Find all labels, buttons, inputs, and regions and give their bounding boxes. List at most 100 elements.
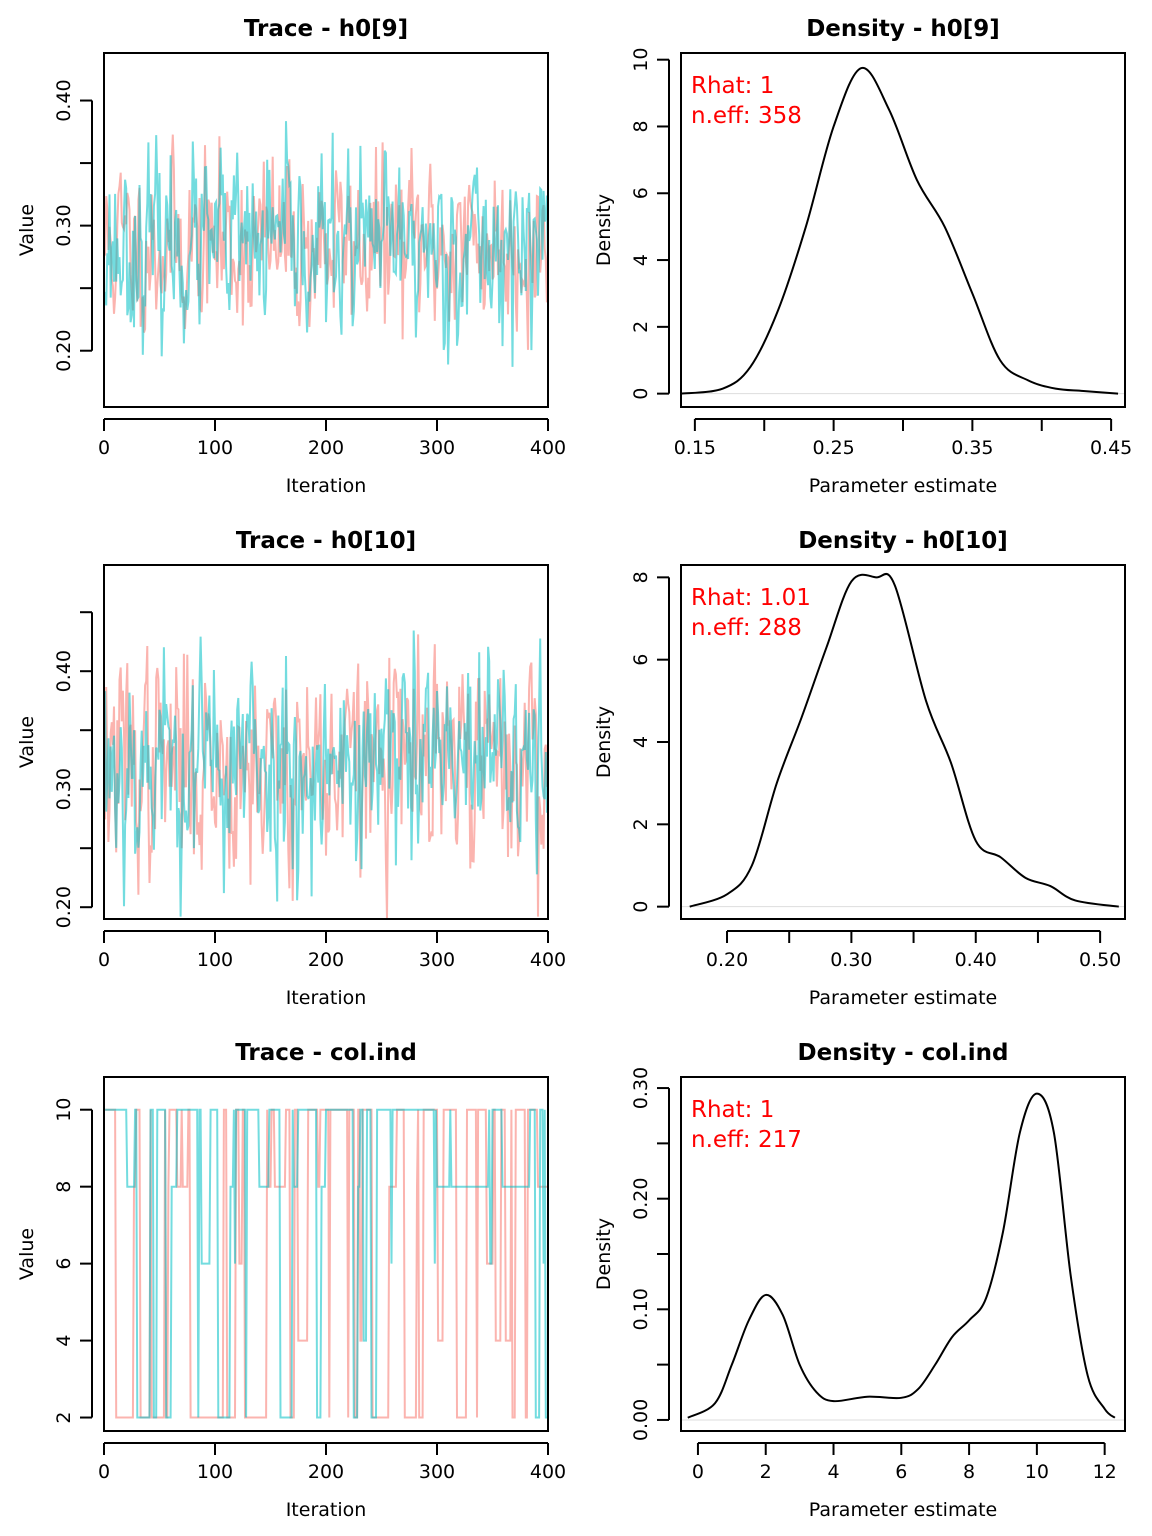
x-tick-label: 10 — [1025, 1461, 1049, 1483]
trace-panel: Trace - h0[9] Iteration Value 0 100 200 300 400… — [16, 16, 566, 497]
y-tick-label: 0.30 — [630, 1067, 652, 1109]
x-tick-label: 8 — [963, 1461, 975, 1483]
neff-label: n.eff: 288 — [691, 615, 802, 641]
panel-title: Density - h0[9] — [806, 16, 1000, 42]
x-tick-label: 200 — [308, 1461, 344, 1483]
trace-panel: Trace - col.ind Iteration Value 0 100 200 300 4… — [16, 1040, 566, 1521]
y-axis-label: Density — [593, 1218, 615, 1290]
y-tick-label: 8 — [630, 120, 652, 132]
y-tick-label: 2 — [630, 818, 652, 830]
x-tick-label: 0.45 — [1090, 437, 1132, 459]
y-tick-label: 0.40 — [53, 79, 75, 121]
y-tick-label: 0 — [630, 388, 652, 400]
y-tick-label: 0 — [630, 901, 652, 913]
panel-title: Trace - col.ind — [235, 1040, 417, 1066]
x-tick-label: 400 — [530, 437, 566, 459]
density-panel: Density - h0[10] Parameter estimate Densit… — [593, 528, 1126, 1009]
y-tick-label: 0.40 — [53, 650, 75, 692]
x-tick-label: 2 — [760, 1461, 772, 1483]
density-curve — [687, 1092, 1116, 1419]
x-tick-label: 12 — [1093, 1461, 1117, 1483]
trace-line-2 — [105, 1108, 548, 1419]
density-curve — [689, 573, 1119, 908]
x-tick-label: 0 — [692, 1461, 704, 1483]
x-tick-label: 4 — [827, 1461, 839, 1483]
rhat-label: Rhat: 1 — [691, 1097, 774, 1123]
y-tick-label: 6 — [630, 654, 652, 666]
x-axis-label: Parameter estimate — [809, 475, 998, 497]
x-tick-label: 6 — [895, 1461, 907, 1483]
y-tick-label: 2 — [53, 1411, 75, 1423]
density-curve — [680, 67, 1119, 395]
y-tick-label: 0.20 — [53, 886, 75, 928]
x-tick-label: 100 — [197, 949, 233, 971]
x-tick-label: 100 — [197, 437, 233, 459]
y-tick-label: 8 — [53, 1181, 75, 1193]
y-axis-label: Density — [593, 194, 615, 266]
y-axis-label: Value — [16, 204, 38, 256]
density-panel: Density - h0[9] Parameter estimate Density… — [593, 16, 1132, 497]
x-tick-label: 300 — [419, 949, 455, 971]
trace-panel: Trace - h0[10] Iteration Value 0 100 200 300 40… — [16, 528, 566, 1009]
plot-frame — [680, 1076, 1126, 1432]
x-tick-label: 0.40 — [955, 949, 997, 971]
x-axis-label: Parameter estimate — [809, 987, 998, 1009]
x-tick-label: 0.35 — [951, 437, 993, 459]
x-tick-label: 0.15 — [674, 437, 716, 459]
trace-line-1 — [104, 634, 549, 920]
x-tick-label: 300 — [419, 1461, 455, 1483]
y-tick-label: 4 — [630, 254, 652, 266]
y-axis-label: Value — [16, 716, 38, 768]
panel-title: Trace - h0[9] — [244, 16, 408, 42]
plot-frame — [103, 1076, 549, 1432]
x-tick-label: 0.30 — [830, 949, 872, 971]
y-tick-label: 4 — [630, 736, 652, 748]
x-axis-label: Iteration — [286, 987, 367, 1009]
x-tick-label: 0.20 — [706, 949, 748, 971]
panel-title: Density - h0[10] — [798, 528, 1008, 554]
plot-frame — [680, 52, 1126, 408]
density-panel: Density - col.ind Parameter estimate Densi… — [593, 1040, 1126, 1521]
x-tick-label: 400 — [530, 1461, 566, 1483]
x-tick-label: 0 — [98, 949, 110, 971]
x-tick-label: 100 — [197, 1461, 233, 1483]
y-tick-label: 6 — [630, 187, 652, 199]
trace-line-2 — [104, 121, 549, 367]
y-tick-label: 0.20 — [630, 1178, 652, 1220]
x-tick-label: 0.25 — [812, 437, 854, 459]
trace-line-2 — [104, 630, 549, 917]
y-tick-label: 4 — [53, 1335, 75, 1347]
x-axis-label: Parameter estimate — [809, 1499, 998, 1521]
x-axis-label: Iteration — [286, 1499, 367, 1521]
y-tick-label: 2 — [630, 321, 652, 333]
y-tick-label: 0.30 — [53, 204, 75, 246]
y-axis-label: Density — [593, 706, 615, 778]
x-tick-label: 200 — [308, 949, 344, 971]
plot-frame — [680, 564, 1126, 920]
x-tick-label: 200 — [308, 437, 344, 459]
neff-label: n.eff: 217 — [691, 1127, 802, 1153]
neff-label: n.eff: 358 — [691, 103, 802, 129]
panel-title: Density - col.ind — [798, 1040, 1009, 1066]
y-tick-label: 0.20 — [53, 330, 75, 372]
x-axis-label: Iteration — [286, 475, 367, 497]
y-tick-label: 6 — [53, 1258, 75, 1270]
y-tick-label: 10 — [53, 1098, 75, 1122]
y-tick-label: 0.30 — [53, 768, 75, 810]
x-tick-label: 0.50 — [1079, 949, 1121, 971]
y-tick-label: 8 — [630, 571, 652, 583]
y-tick-label: 0.00 — [630, 1399, 652, 1441]
y-axis-label: Value — [16, 1228, 38, 1280]
rhat-label: Rhat: 1.01 — [691, 585, 811, 611]
x-tick-label: 400 — [530, 949, 566, 971]
panel-title: Trace - h0[10] — [236, 528, 416, 554]
x-tick-label: 0 — [98, 1461, 110, 1483]
y-tick-label: 0.10 — [630, 1288, 652, 1330]
x-tick-label: 300 — [419, 437, 455, 459]
x-tick-label: 0 — [98, 437, 110, 459]
plot-frame — [103, 564, 549, 920]
y-tick-label: 10 — [630, 48, 652, 72]
plot-frame — [103, 52, 549, 408]
rhat-label: Rhat: 1 — [691, 73, 774, 99]
